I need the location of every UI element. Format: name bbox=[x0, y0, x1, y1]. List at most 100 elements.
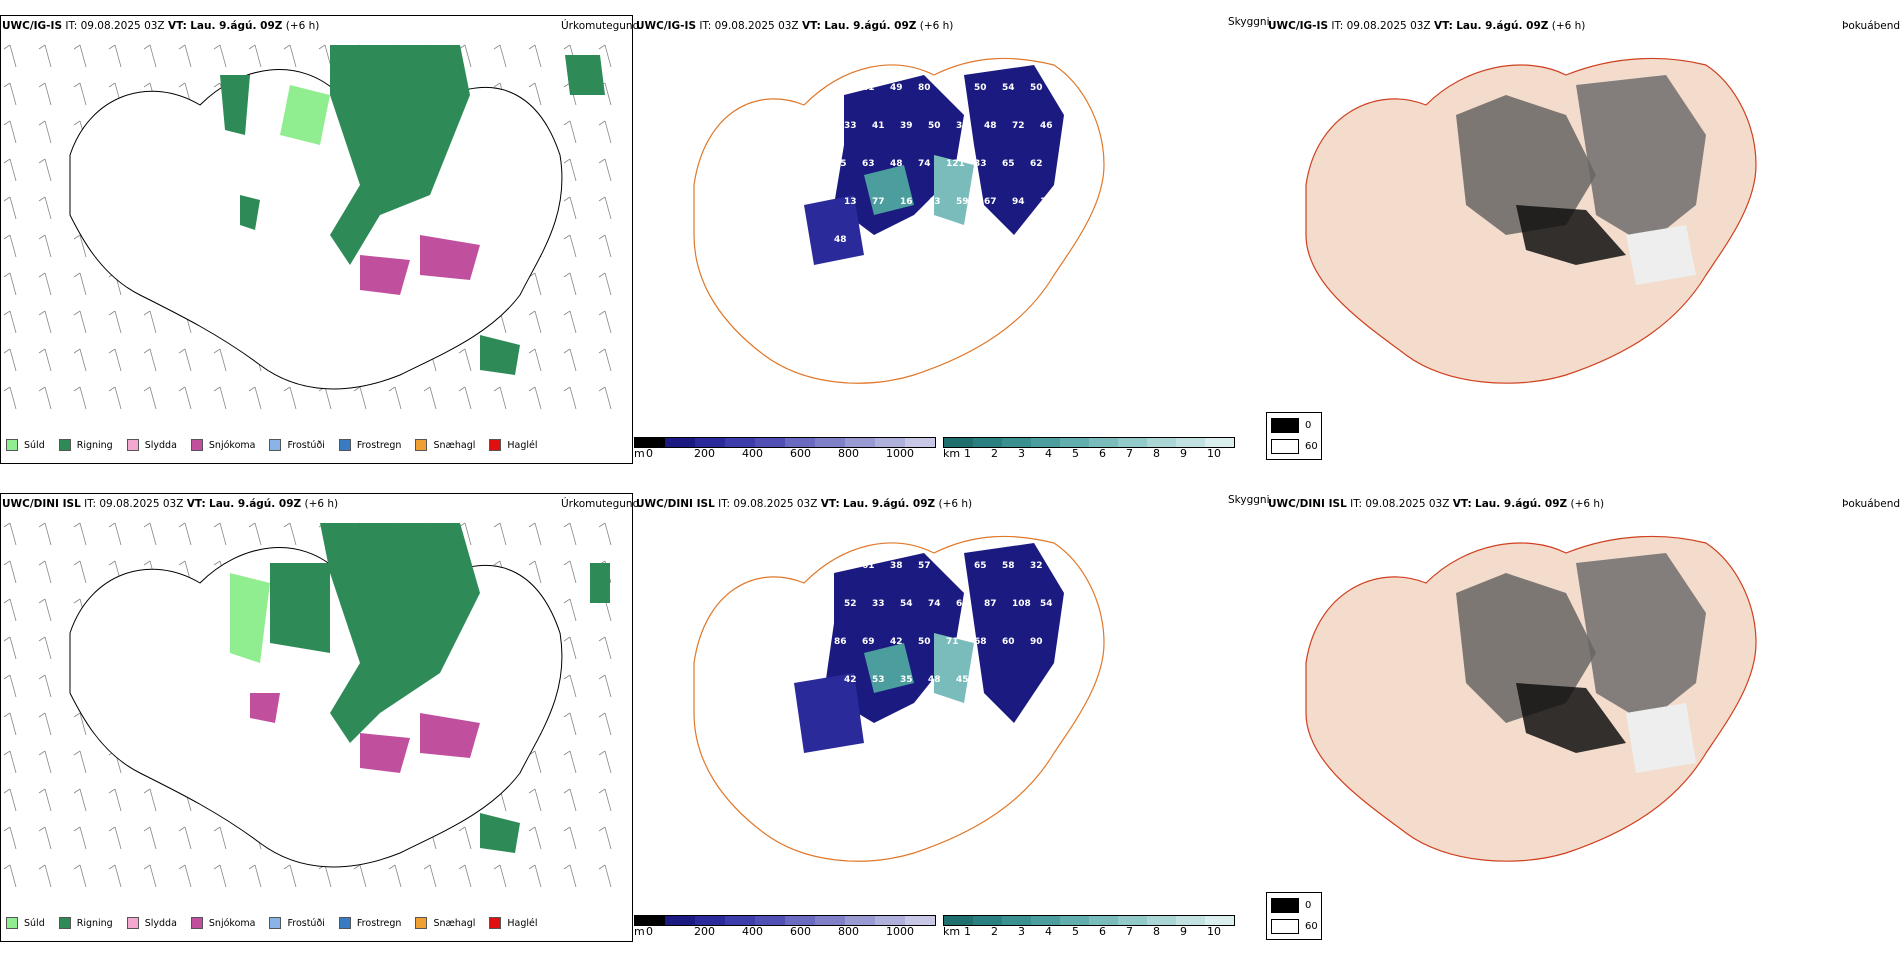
colorbar-segment bbox=[755, 438, 785, 447]
cloudbase-unit: m bbox=[634, 447, 645, 460]
legend-swatch bbox=[126, 917, 139, 929]
wind-barb-flag bbox=[563, 598, 571, 604]
it-value: 09.08.2025 03Z bbox=[714, 20, 799, 32]
wind-barb-flag bbox=[178, 348, 186, 354]
cloudbase-value-label: 46 bbox=[946, 561, 959, 571]
wind-barb-flag bbox=[563, 120, 571, 126]
wind-barb bbox=[79, 522, 87, 546]
colorbar-tick: 1000 bbox=[886, 447, 914, 460]
wind-barb-flag bbox=[3, 82, 11, 88]
wind-barb bbox=[114, 44, 122, 68]
colorbar-segment bbox=[815, 438, 845, 447]
wind-barb bbox=[254, 44, 262, 68]
cloudbase-value-label: 54 bbox=[1040, 599, 1053, 609]
cloudbase-value-label: 63 bbox=[862, 159, 875, 169]
cloudbase-value-label: 80 bbox=[918, 83, 931, 93]
wind-barb bbox=[219, 522, 227, 546]
wind-barb-flag bbox=[283, 522, 291, 528]
cloudbase-value-label: 57 bbox=[918, 561, 931, 571]
wind-barb-flag bbox=[458, 864, 466, 870]
colorbar-tick: 2 bbox=[991, 925, 998, 938]
wind-barb bbox=[44, 674, 52, 698]
cloudbase-value-label: 65 bbox=[834, 159, 847, 169]
wind-barb-flag bbox=[73, 750, 81, 756]
offset: (+6 h) bbox=[1551, 20, 1586, 32]
vt-label: VT: bbox=[1452, 498, 1472, 510]
cloudbase-value-label: 50 bbox=[1058, 159, 1071, 169]
wind-barb-flag bbox=[283, 864, 291, 870]
wind-barb-flag bbox=[3, 864, 11, 870]
wind-barb bbox=[44, 598, 52, 622]
colorbar-tick: 3 bbox=[1018, 447, 1025, 460]
wind-barb-flag bbox=[528, 560, 536, 566]
legend-swatch bbox=[415, 439, 428, 451]
wind-barb bbox=[9, 522, 17, 546]
cloudbase-value-label: 65 bbox=[1002, 159, 1015, 169]
wind-barb bbox=[569, 386, 577, 410]
wind-barb-flag bbox=[38, 272, 46, 278]
it-value: 09.08.2025 03Z bbox=[80, 20, 165, 32]
forecast-row-dini-isl: UWC/DINI ISL IT: 09.08.2025 03Z VT: Lau.… bbox=[0, 478, 1900, 953]
wind-barb-flag bbox=[143, 348, 151, 354]
colorbar-segment bbox=[905, 438, 935, 447]
fog-indicator-panel: UWC/IG-IS IT: 09.08.2025 03Z VT: Lau. 9.… bbox=[1266, 0, 1900, 470]
vt-label: VT: bbox=[167, 20, 187, 32]
cloudbase-value-labels: 48 41 49 80 42 50 54 50 50 33 41 39 50 35 48 72 46 55 65 63… bbox=[834, 83, 1081, 245]
legend-label: Haglél bbox=[507, 917, 538, 929]
fog-legend-label: 60 bbox=[1305, 441, 1318, 452]
fog-legend-swatch bbox=[1271, 919, 1299, 934]
wind-barb-flag bbox=[108, 310, 116, 316]
wind-barb-flag bbox=[353, 386, 361, 392]
wind-barb bbox=[534, 522, 542, 546]
model-name: UWC/DINI ISL bbox=[1268, 498, 1347, 510]
wind-barb-flag bbox=[493, 560, 501, 566]
wind-barb-flag bbox=[598, 272, 606, 278]
wind-barb-flag bbox=[38, 560, 46, 566]
fog-indicator-panel: UWC/DINI ISL IT: 09.08.2025 03Z VT: Lau.… bbox=[1266, 478, 1900, 948]
cloudbase-colorbar bbox=[634, 437, 936, 448]
wind-barb bbox=[9, 272, 17, 296]
wind-barb-flag bbox=[423, 386, 431, 392]
wind-barb-flag bbox=[38, 310, 46, 316]
wind-barb bbox=[604, 522, 612, 546]
legend-label: Frostúði bbox=[287, 439, 325, 451]
cloudbase-value-label: 69 bbox=[862, 637, 875, 647]
cloudbase-value-label: 42 bbox=[890, 637, 903, 647]
legend-swatch bbox=[489, 439, 502, 451]
wind-barb bbox=[114, 864, 122, 888]
cloudbase-value-label: 52 bbox=[844, 599, 857, 609]
wind-barb-flag bbox=[563, 750, 571, 756]
wind-barb bbox=[569, 158, 577, 182]
wind-barb-flag bbox=[213, 386, 221, 392]
wind-barb-flag bbox=[563, 712, 571, 718]
wind-barb-flag bbox=[3, 310, 11, 316]
wind-barb-flag bbox=[108, 788, 116, 794]
wind-barb bbox=[534, 750, 542, 774]
legend-label: Frostregn bbox=[356, 439, 402, 451]
cloudbase-value-label: 86 bbox=[1058, 637, 1071, 647]
wind-barb-flag bbox=[73, 598, 81, 604]
colorbar-segment bbox=[1060, 438, 1089, 447]
colorbar-tick: 10 bbox=[1207, 925, 1221, 938]
wind-barb-flag bbox=[178, 44, 186, 50]
it-label: IT: bbox=[65, 20, 78, 32]
wind-barb-flag bbox=[598, 196, 606, 202]
wind-barb bbox=[324, 864, 332, 888]
legend-swatch bbox=[415, 917, 428, 929]
wind-barb-flag bbox=[73, 712, 81, 718]
wind-barb-flag bbox=[563, 560, 571, 566]
colorbar-segment bbox=[1002, 438, 1031, 447]
cloudbase-value-label: 43 bbox=[928, 197, 941, 207]
wind-barb bbox=[44, 560, 52, 584]
legend-item: Frostúði bbox=[269, 439, 325, 451]
wind-barb bbox=[219, 348, 227, 372]
vt-value: Lau. 9.ágú. 09Z bbox=[843, 498, 936, 510]
wind-barb bbox=[429, 864, 437, 888]
wind-barb bbox=[254, 864, 262, 888]
legend-label: Frostúði bbox=[287, 917, 325, 929]
cloudbase-value-label: 32 bbox=[1058, 561, 1071, 571]
wind-barb-flag bbox=[143, 386, 151, 392]
wind-barb-flag bbox=[598, 788, 606, 794]
wind-barb bbox=[9, 826, 17, 850]
wind-barb-flag bbox=[3, 120, 11, 126]
